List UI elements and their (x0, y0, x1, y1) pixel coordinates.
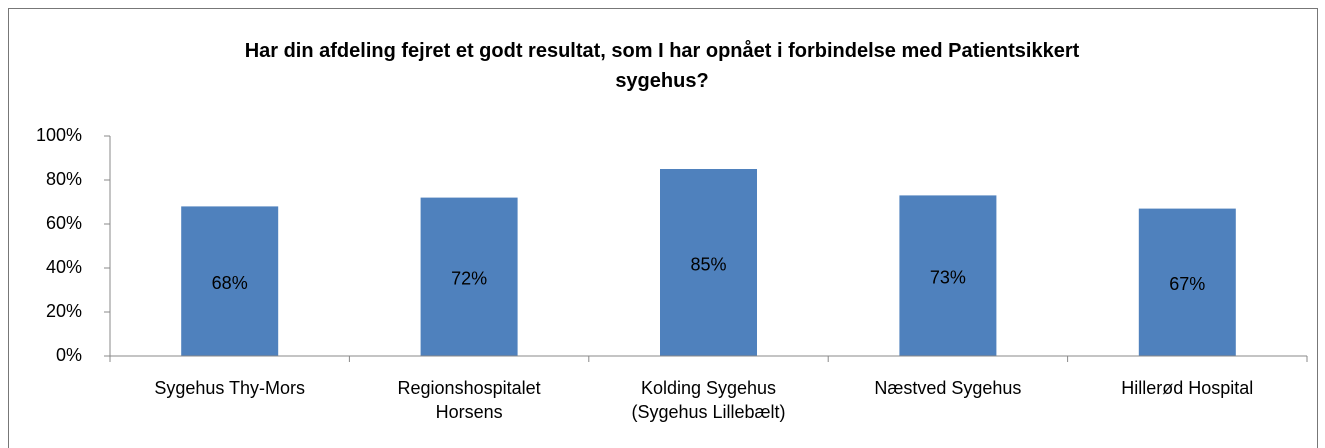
x-tick-label: Sygehus Thy-Mors (154, 378, 306, 398)
bar (660, 169, 757, 356)
y-tick-label: 40% (46, 257, 82, 277)
chart-title: Har din afdeling fejret et godt resultat… (244, 40, 1080, 92)
y-tick-label: 80% (46, 169, 82, 189)
y-tick-label: 20% (46, 301, 82, 321)
y-tick-label: 0% (56, 345, 82, 365)
x-tick-label: Regionshospitalet Horsens (397, 378, 541, 422)
x-tick-label: Kolding Sygehus (Sygehus Lillebælt) (631, 378, 786, 422)
data-label: 85% (690, 254, 726, 274)
bar (420, 197, 518, 356)
data-label: 72% (451, 269, 487, 289)
bar (1138, 208, 1236, 356)
x-tick-label: Hillerød Hospital (1121, 378, 1254, 398)
y-tick-label: 60% (46, 213, 82, 233)
bar (181, 206, 279, 356)
data-label: 73% (930, 267, 966, 287)
data-label: 67% (1169, 274, 1205, 294)
x-tick-label: Næstved Sygehus (874, 378, 1022, 398)
chart-border (8, 8, 1318, 448)
data-label: 68% (212, 273, 248, 293)
bar (899, 195, 997, 356)
y-tick-label: 100% (36, 125, 82, 145)
